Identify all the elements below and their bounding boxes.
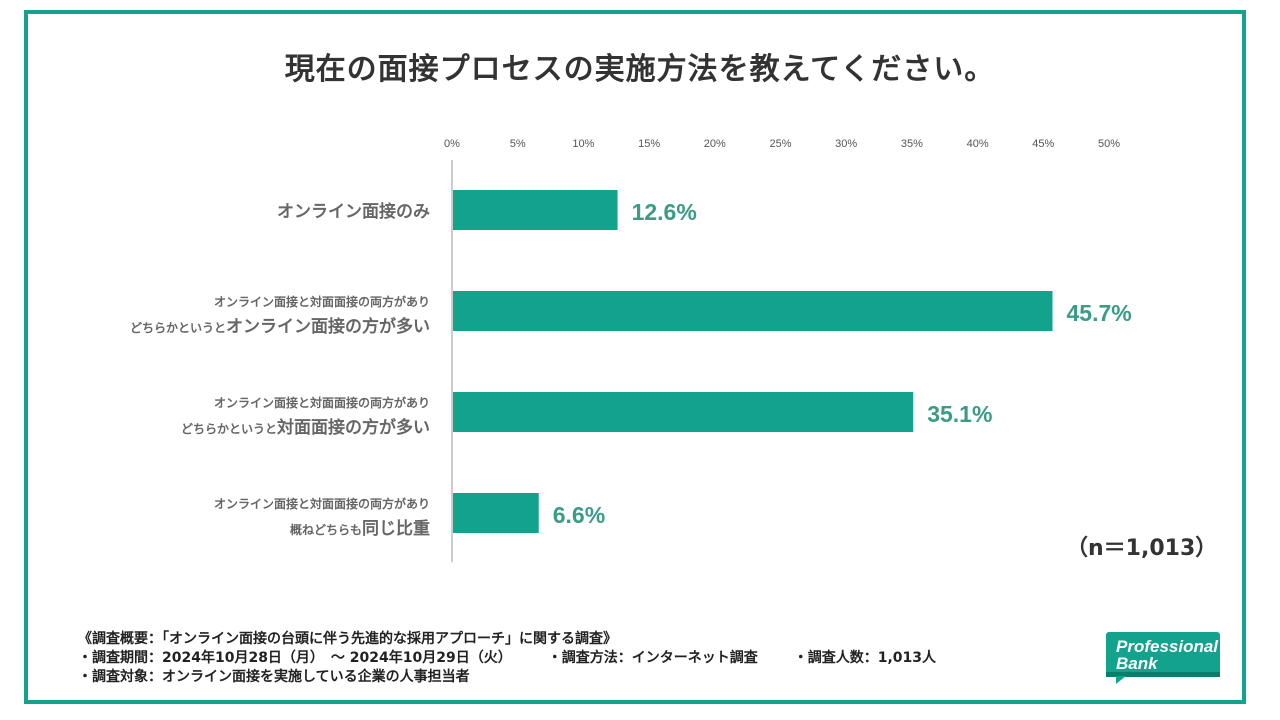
bar [453, 392, 914, 432]
category-label: オンライン面接のみ [277, 201, 430, 222]
survey-count: ・調査人数：1,013人 [793, 650, 937, 666]
x-tick-label: 25% [769, 138, 791, 150]
category-label-line2: どちらかというとオンライン面接の方が多い [130, 316, 430, 337]
data-label: 12.6% [632, 199, 697, 225]
x-tick-label: 30% [835, 138, 857, 150]
category-label-main: 対面面接の方が多い [276, 417, 430, 438]
x-tick-label: 50% [1098, 138, 1120, 150]
x-tick-label: 35% [901, 138, 923, 150]
category-label-line1: オンライン面接と対面面接の両方があり [214, 294, 430, 309]
data-label: 45.7% [1066, 300, 1131, 326]
category-label-line2: 概ねどちらも同じ比重 [290, 518, 430, 539]
category-label-prefix: どちらかというと [181, 422, 277, 436]
logo-text-line1: Professional [1116, 637, 1219, 656]
category-label-line1: オンライン面接と対面面接の両方があり [214, 496, 430, 511]
category-label-main: 同じ比重 [362, 518, 430, 539]
survey-footer: 《調査概要：「オンライン面接の台頭に伴う先進的な採用アプローチ」に関する調査》 … [78, 630, 936, 687]
x-tick-label: 40% [967, 138, 989, 150]
x-tick-label: 15% [638, 138, 660, 150]
x-tick-label: 45% [1032, 138, 1054, 150]
sample-size-label: （n＝1,013） [1066, 536, 1218, 561]
logo-text-line2: Bank [1116, 654, 1159, 673]
chart-title: 現在の面接プロセスの実施方法を教えてください。 [284, 52, 996, 87]
logo-background [1106, 632, 1220, 676]
x-tick-label: 0% [444, 138, 460, 150]
bar [453, 493, 539, 533]
survey-method: ・調査方法：インターネット調査 [547, 650, 758, 666]
chart-frame [24, 10, 1246, 704]
category-label-main: オンライン面接の方が多い [226, 316, 430, 337]
x-tick-label: 10% [572, 138, 594, 150]
survey-target: ・調査対象：オンライン面接を実施している企業の人事担当者 [78, 669, 470, 685]
professional-bank-logo: Professional Bank [1106, 632, 1220, 684]
category-label-line2: どちらかというと対面面接の方が多い [181, 417, 430, 438]
category-label-line1: オンライン面接と対面面接の両方があり [214, 395, 430, 410]
logo-tail [1116, 676, 1126, 684]
data-label: 6.6% [553, 502, 605, 528]
category-label-prefix: どちらかというと [130, 321, 226, 335]
bar [453, 291, 1053, 331]
bar [453, 190, 618, 230]
category-label-prefix: 概ねどちらも [290, 522, 362, 537]
data-label: 35.1% [927, 401, 992, 427]
survey-title: 《調査概要：「オンライン面接の台頭に伴う先進的な採用アプローチ」に関する調査》 [78, 631, 617, 647]
x-tick-label: 5% [510, 138, 526, 150]
logo-shadow [1106, 672, 1220, 677]
x-tick-label: 20% [704, 138, 726, 150]
survey-period: ・調査期間：2024年10月28日（月） ～ 2024年10月29日（火） [78, 650, 512, 666]
